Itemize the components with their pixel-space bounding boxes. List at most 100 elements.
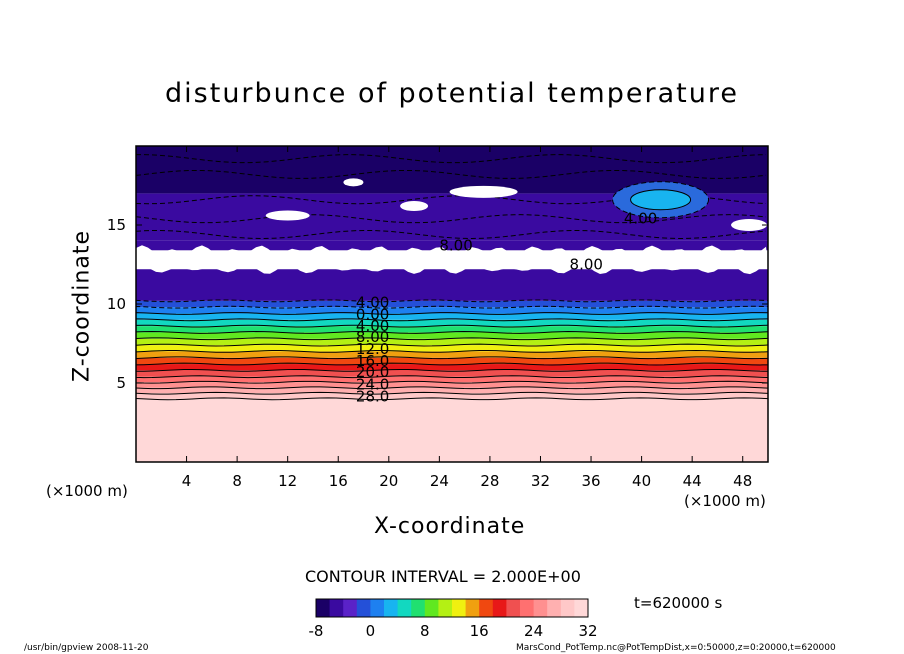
x-tick-label: 12 [278, 472, 297, 490]
contour-line [136, 350, 768, 353]
x-tick-label: 28 [480, 472, 499, 490]
x-tick-label: 16 [329, 472, 348, 490]
colorbar-swatch [533, 599, 548, 617]
y-tick-label: 10 [107, 295, 126, 313]
contour-band [136, 376, 768, 383]
contour-band [136, 370, 768, 377]
contour-line [136, 312, 768, 315]
chart-title: disturbunce of potential temperature [165, 78, 739, 109]
contour-line [136, 368, 768, 372]
dashed-contour [136, 214, 767, 224]
x-unit-label-left: (×1000 m) [46, 482, 128, 500]
contour-line [136, 386, 768, 390]
contour-band [136, 398, 768, 462]
contour-band [136, 307, 768, 314]
x-axis-label: X-coordinate [374, 514, 526, 539]
contour-band [136, 319, 768, 327]
contour-band [136, 240, 768, 251]
colorbar-swatch [574, 599, 589, 617]
colorbar-swatch [424, 599, 439, 617]
x-tick-label: 44 [683, 472, 702, 490]
contour-band [136, 357, 768, 365]
colorbar-swatch [329, 599, 344, 617]
contour-value-label: 0.00 [356, 305, 389, 323]
masked-region [136, 245, 768, 275]
y-axis-label: Z-coordinate [69, 230, 95, 382]
contour-line [136, 337, 768, 341]
contour-value-label: 4.00 [356, 317, 389, 335]
contour-value-label: 8.00 [570, 256, 603, 274]
footer-command: /usr/bin/gpview 2008-11-20 [24, 643, 149, 653]
y-tick-label: 5 [116, 374, 126, 392]
x-tick-label: 24 [430, 472, 449, 490]
colorbar-tick-label: -8 [309, 622, 324, 640]
contour-line [136, 397, 768, 401]
colorbar-swatch [316, 599, 331, 617]
masked-patch [343, 178, 364, 187]
x-tick-label: 36 [581, 472, 600, 490]
masked-patch [449, 185, 518, 198]
x-tick-label: 4 [182, 472, 192, 490]
contour-value-label: 4.00 [624, 210, 657, 228]
contour-band [136, 351, 768, 358]
footer-source: MarsCond_PotTemp.nc@PotTempDist,x=0:5000… [516, 643, 836, 653]
cold-cell-inner [630, 189, 692, 211]
x-tick-label: 8 [232, 472, 242, 490]
contour-line [136, 375, 768, 379]
contour-value-label: 24.0 [356, 376, 389, 394]
contour-line [136, 380, 768, 384]
contour-band [136, 382, 768, 388]
contour-band [136, 364, 768, 371]
colorbar-swatch [547, 599, 562, 617]
contour-band [136, 393, 768, 399]
dashed-contour [136, 195, 767, 205]
contour-line [136, 343, 768, 347]
time-label: t=620000 s [634, 594, 723, 612]
dashed-contour [136, 169, 767, 179]
contour-band [136, 345, 768, 352]
colorbar-swatch [438, 599, 453, 617]
colorbar-swatch [492, 599, 507, 617]
x-tick-label: 20 [379, 472, 398, 490]
contour-value-label: 4.00 [356, 293, 389, 311]
colorbar-swatch [384, 599, 399, 617]
contour-band [136, 387, 768, 394]
x-tick-label: 40 [632, 472, 651, 490]
colorbar-swatch [370, 599, 385, 617]
masked-patch [731, 219, 768, 231]
colorbar-swatch [343, 599, 358, 617]
contour-band [136, 326, 768, 333]
colorbar: -8 0 8 16 24 32 [309, 598, 598, 640]
colorbar-tick-label: 32 [578, 622, 597, 640]
colorbar-swatch [506, 599, 521, 617]
contour-line [136, 324, 768, 328]
contour-line [136, 299, 768, 303]
masked-patch [265, 210, 310, 221]
contour-value-label: 8.00 [439, 237, 472, 255]
masked-patch [400, 201, 429, 212]
dashed-contour [136, 154, 767, 164]
contour-line [136, 305, 768, 309]
colorbar-swatch [465, 599, 480, 617]
colorbar-tick-label: 0 [366, 622, 376, 640]
colorbar-swatch [452, 599, 467, 617]
plot-area: 4.000.004.008.0012.016.020.024.028.08.00… [136, 146, 768, 462]
y-tick-label: 15 [107, 216, 126, 234]
contour-line [136, 356, 768, 360]
colorbar-swatch [479, 599, 494, 617]
contour-value-label: 28.0 [356, 387, 389, 405]
colorbar-swatch [411, 599, 426, 617]
x-tick-label: 32 [531, 472, 550, 490]
x-tick-label: 48 [733, 472, 752, 490]
contour-band [136, 300, 768, 308]
contour-line [136, 318, 768, 322]
colorbar-tick-label: 16 [470, 622, 489, 640]
dashed-contour [136, 229, 767, 239]
x-unit-label-right: (×1000 m) [684, 492, 766, 510]
colorbar-tick-label: 24 [524, 622, 543, 640]
contour-value-label: 20.0 [356, 363, 389, 381]
colorbar-swatch [520, 599, 535, 617]
colorbar-swatch [397, 599, 412, 617]
